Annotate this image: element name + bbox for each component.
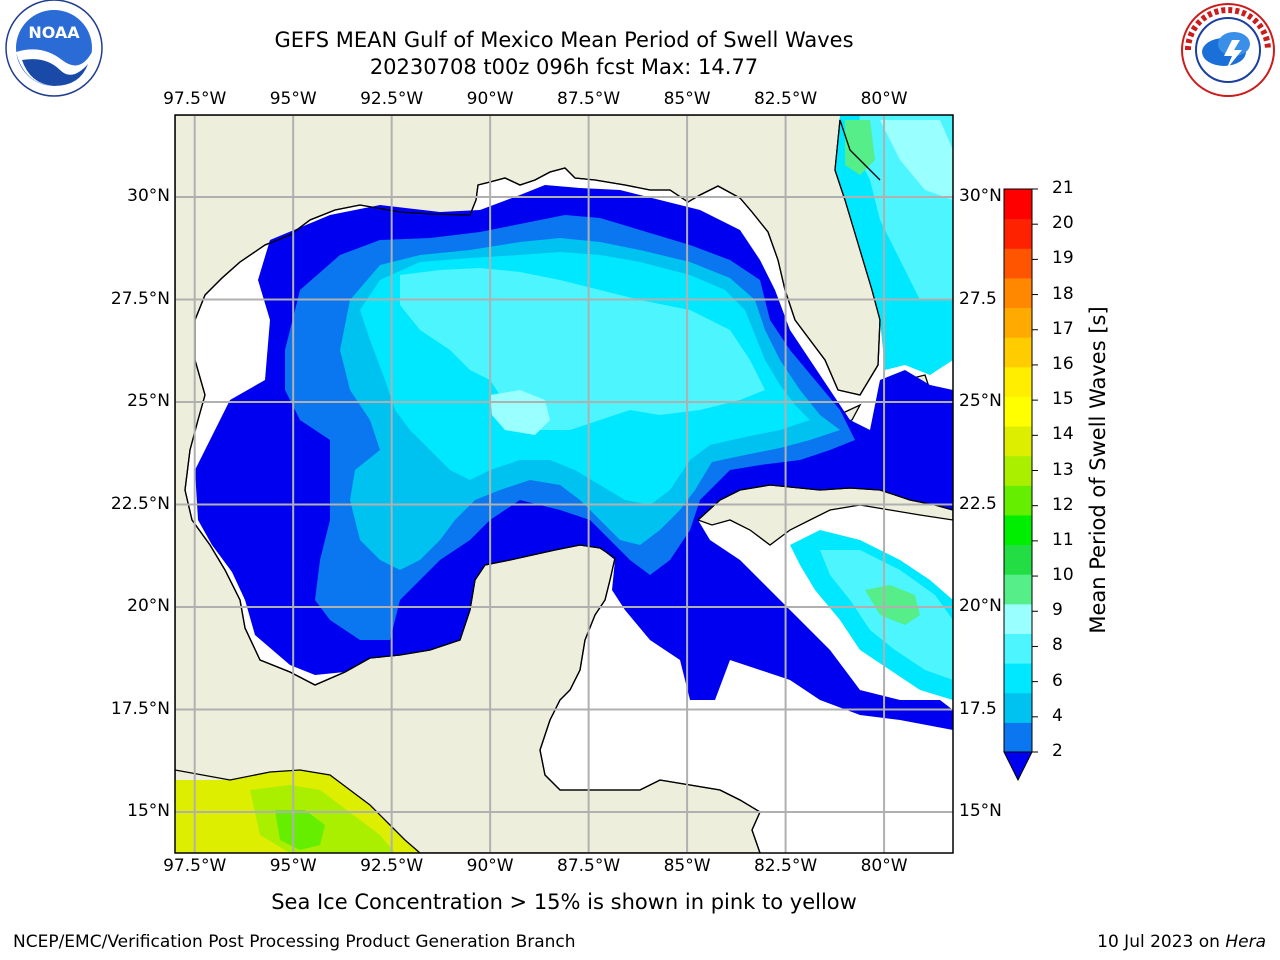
lat-label-left: 22.5°N [110,493,170,514]
lat-label-right: 22.5 [959,493,997,514]
colorbar-segment [1004,574,1032,605]
lon-label-top: 95°W [269,89,317,109]
lon-label-bottom: 85°W [663,856,711,876]
map-frame [174,114,954,854]
lon-label-bottom: 87.5°W [557,856,621,876]
colorbar-tick-label: 2 [1052,741,1063,761]
colorbar-tick-label: 12 [1052,494,1074,515]
footer-date-text: 10 Jul 2023 on [1097,932,1226,952]
lat-label-right: 20°N [959,596,1002,616]
colorbar-tick-label: 21 [1052,178,1074,198]
lat-label-right: 17.5 [959,698,997,719]
lon-label-bottom: 90°W [466,856,514,876]
colorbar-segment [1004,277,1032,309]
colorbar-segment [1004,633,1032,664]
lat-label-left: 27.5°N [110,288,170,309]
colorbar-segment [1004,337,1032,368]
lat-label-right: 25°N [959,391,1002,411]
lat-label-left: 20°N [127,596,170,616]
colorbar-tick-label: 16 [1052,353,1074,374]
colorbar-segment [1004,248,1032,279]
lat-label-left: 30°N [127,186,170,206]
colorbar-under-arrow [1003,751,1033,782]
lat-label-left: 25°N [127,391,170,411]
lon-label-top: 85°W [663,89,711,109]
lon-label-top: 80°W [860,89,908,109]
lon-label-top: 90°W [466,89,514,109]
lat-label-left: 15°N [127,801,170,821]
lon-label-bottom: 92.5°W [360,856,424,876]
lon-label-top: 87.5°W [557,89,621,109]
colorbar-tick-label: 4 [1052,705,1063,726]
colorbar-segment [1004,189,1032,220]
svg-text:NOAA: NOAA [28,23,80,42]
colorbar-tick-label: 18 [1052,283,1074,304]
lat-label-right: 15°N [959,801,1002,821]
lat-label-left: 17.5°N [110,698,170,719]
colorbar-segment [1004,218,1032,249]
lon-label-bottom: 95°W [269,856,317,876]
lon-label-bottom: 82.5°W [753,856,818,876]
footer-machine: Hera [1225,932,1266,952]
colorbar-segment [1004,514,1032,546]
noaa-logo-icon: NOAA [5,0,103,97]
footer-branch: NCEP/EMC/Verification Post Processing Pr… [13,932,576,952]
colorbar-segment [1004,663,1032,694]
colorbar-segment [1004,603,1032,634]
map-gridlines [175,115,953,853]
lat-label-right: 30°N [959,186,1002,206]
period-8-9-region [400,268,765,430]
lon-label-top: 82.5°W [753,89,818,109]
footer-date: 10 Jul 2023 on Hera [1097,932,1266,952]
colorbar-segment [1004,366,1032,397]
colorbar-tick-label: 17 [1052,318,1074,339]
colorbar-tick-label: 11 [1052,529,1074,550]
colorbar-tick-label: 6 [1052,670,1063,691]
colorbar-tick-label: 19 [1052,248,1074,269]
colorbar-segment [1004,396,1032,427]
chart-subtitle: 20230708 t00z 096h fcst Max: 14.77 [369,55,759,79]
colorbar-segment [1004,455,1032,486]
colorbar-segment [1004,544,1032,575]
colorbar-label: Mean Period of Swell Waves [s] [1086,306,1110,634]
colorbar-segment [1004,485,1032,516]
colorbar-tick-label: 20 [1052,213,1074,234]
sea-ice-note: Sea Ice Concentration > 15% is shown in … [271,890,857,914]
chart-title: GEFS MEAN Gulf of Mexico Mean Period of … [274,28,854,52]
colorbar-tick-label: 10 [1052,565,1074,586]
colorbar-tick-label: 8 [1052,635,1063,656]
colorbar-tick-label: 14 [1052,424,1074,445]
lon-label-top: 92.5°W [360,89,424,109]
lon-label-bottom: 97.5°W [163,856,227,876]
colorbar-segment [1004,722,1032,753]
colorbar-segment [1004,307,1032,338]
colorbar-segment [1004,692,1032,723]
lon-label-bottom: 80°W [860,856,908,876]
swell-period-field [175,115,953,853]
colorbar-tick-label: 9 [1052,600,1063,621]
lat-label-right: 27.5 [959,288,997,309]
colorbar-tick-label: 13 [1052,459,1074,480]
colorbar-tick-label: 15 [1052,389,1074,410]
colorbar [1003,188,1038,782]
colorbar-segment [1004,426,1032,457]
nws-logo-icon [1181,3,1275,97]
lon-label-top: 97.5°W [163,89,227,109]
